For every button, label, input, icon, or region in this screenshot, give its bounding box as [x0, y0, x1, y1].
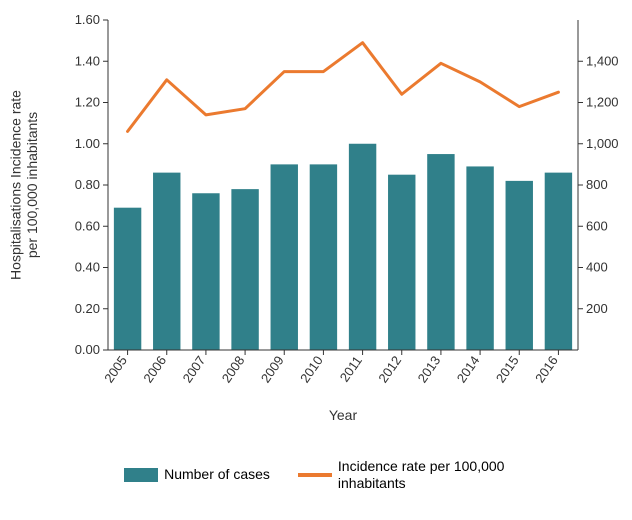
y-left-label: Hospitalisations Incidence rateper 100,0…	[7, 90, 40, 280]
y-right-tick: 1,400	[586, 53, 619, 68]
y-right-tick: 800	[586, 177, 608, 192]
chart-container: 0.00 0.20 0.40 0.60 0.80 1.00 1.20 1.40 1.60 200 4…	[0, 0, 632, 520]
bar	[310, 164, 337, 350]
bar	[231, 189, 258, 350]
legend: Number of cases Incidence rate per 100,0…	[0, 458, 632, 492]
legend-item-bars: Number of cases	[124, 458, 270, 492]
bar-swatch-icon	[124, 468, 158, 482]
y-left-tick: 0.20	[75, 301, 100, 316]
y-left-tick: 0.60	[75, 218, 100, 233]
y-right-tick: 600	[586, 218, 608, 233]
bar	[271, 164, 298, 350]
y-left-tick: 1.20	[75, 95, 100, 110]
bar	[545, 173, 572, 350]
y-left-tick: 1.00	[75, 136, 100, 151]
chart-svg: 0.00 0.20 0.40 0.60 0.80 1.00 1.20 1.40 1.60 200 4…	[0, 0, 632, 520]
bar	[349, 144, 376, 350]
y-left-tick: 0.40	[75, 260, 100, 275]
line-swatch-icon	[298, 473, 332, 477]
y-right-tick: 1,200	[586, 95, 619, 110]
y-left-tick: 0.00	[75, 342, 100, 357]
bar	[427, 154, 454, 350]
bar	[388, 175, 415, 350]
legend-label-bars: Number of cases	[164, 466, 270, 483]
y-left-tick: 0.80	[75, 177, 100, 192]
y-right-tick: 400	[586, 260, 608, 275]
bar	[192, 193, 219, 350]
y-left-tick: 1.60	[75, 12, 100, 27]
legend-label-line: Incidence rate per 100,000 inhabitants	[338, 458, 508, 492]
bar	[153, 173, 180, 350]
y-right-tick: 1,000	[586, 136, 619, 151]
bar	[114, 208, 141, 350]
y-right-tick: 200	[586, 301, 608, 316]
bar	[466, 166, 493, 350]
y-left-tick: 1.40	[75, 53, 100, 68]
x-axis-label: Year	[329, 407, 358, 423]
bar	[506, 181, 533, 350]
legend-item-line: Incidence rate per 100,000 inhabitants	[298, 458, 508, 492]
